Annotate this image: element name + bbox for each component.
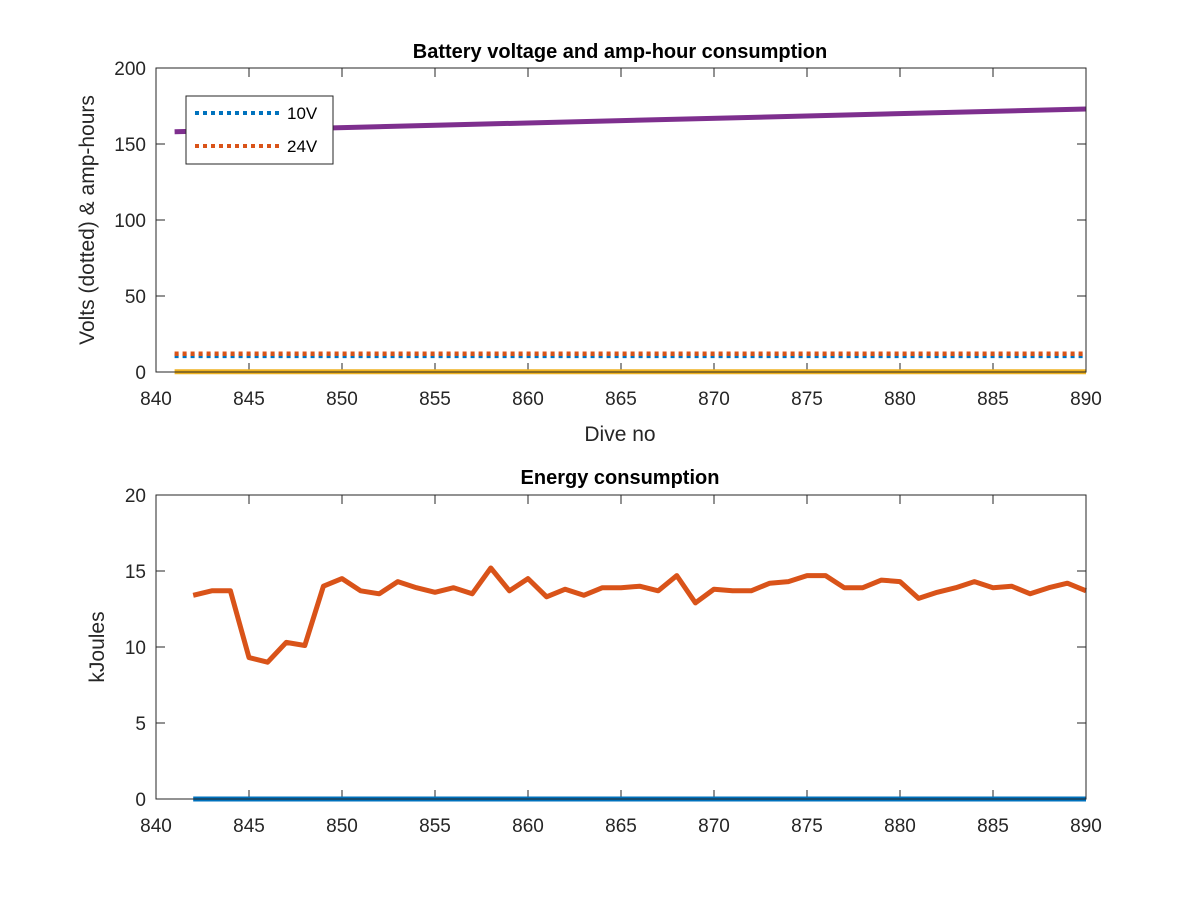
energy-ytick-label: 5 <box>135 714 146 735</box>
battery-xtick-label: 860 <box>512 389 544 410</box>
energy-xtick-label: 850 <box>326 816 358 837</box>
energy-ytick-label: 0 <box>135 790 146 811</box>
energy-xtick-label: 865 <box>605 816 637 837</box>
battery-xtick-label: 840 <box>140 389 172 410</box>
battery-xtick-label: 855 <box>419 389 451 410</box>
energy-chart: Energy consumption 840 845 850 855 860 865 870… <box>86 467 1102 837</box>
battery-chart-title: Battery voltage and amp-hour consumption <box>413 41 827 63</box>
energy-ytick-label: 20 <box>125 486 146 507</box>
energy-xtick-label: 855 <box>419 816 451 837</box>
energy-series-0-line <box>192 565 1087 665</box>
battery-xtick-label: 875 <box>791 389 823 410</box>
battery-xtick-label: 885 <box>977 389 1009 410</box>
battery-chart-frame <box>155 67 1087 373</box>
energy-xtick-label: 870 <box>698 816 730 837</box>
battery-chart: Battery voltage and amp-hour consumption… <box>76 41 1102 446</box>
battery-chart-xlabel: Dive no <box>584 423 655 446</box>
battery-xtick-label: 880 <box>884 389 916 410</box>
energy-chart-ylabel: kJoules <box>86 611 109 682</box>
battery-ytick-label: 100 <box>114 211 146 232</box>
legend-label-10v: 10V <box>287 104 318 123</box>
battery-xtick-label: 865 <box>605 389 637 410</box>
energy-xtick-label: 885 <box>977 816 1009 837</box>
energy-xtick-label: 890 <box>1070 816 1102 837</box>
battery-xtick-label: 870 <box>698 389 730 410</box>
energy-xtick-label: 840 <box>140 816 172 837</box>
battery-xtick-label: 890 <box>1070 389 1102 410</box>
battery-chart-legend: 10V 24V <box>185 95 334 165</box>
energy-chart-frame <box>155 494 1087 800</box>
energy-ytick-label: 10 <box>125 638 146 659</box>
battery-chart-ylabel: Volts (dotted) & amp-hours <box>76 95 99 345</box>
energy-xtick-label: 860 <box>512 816 544 837</box>
battery-xtick-label: 850 <box>326 389 358 410</box>
energy-xtick-label: 845 <box>233 816 265 837</box>
energy-chart-title: Energy consumption <box>521 467 720 489</box>
energy-xtick-label: 880 <box>884 816 916 837</box>
battery-ytick-label: 150 <box>114 135 146 156</box>
battery-ytick-label: 0 <box>135 363 146 384</box>
battery-ytick-label: 200 <box>114 59 146 80</box>
battery-ytick-label: 50 <box>125 287 146 308</box>
energy-xtick-label: 875 <box>791 816 823 837</box>
battery-xtick-label: 845 <box>233 389 265 410</box>
legend-box <box>185 95 334 165</box>
legend-label-24v: 24V <box>287 137 318 156</box>
energy-ytick-label: 15 <box>125 562 146 583</box>
